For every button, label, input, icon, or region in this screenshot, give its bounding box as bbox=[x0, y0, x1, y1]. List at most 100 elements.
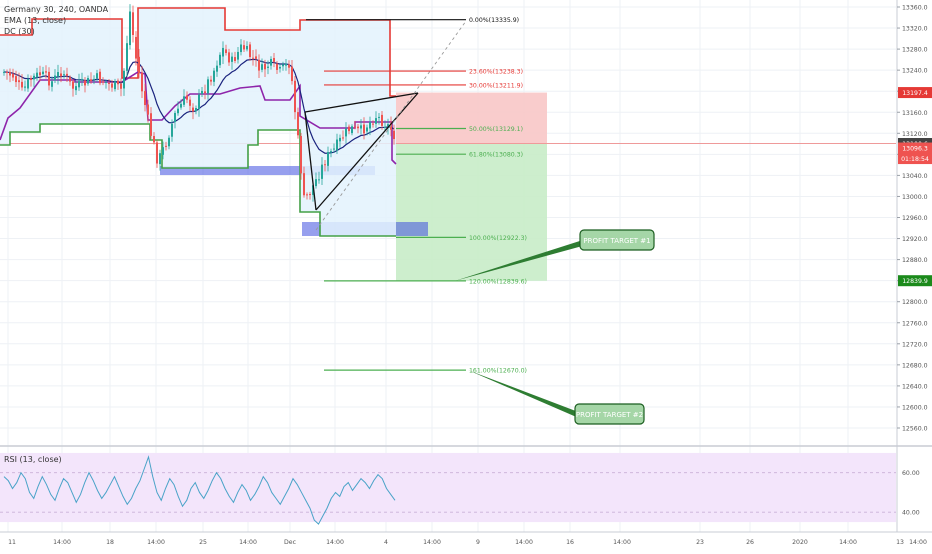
candle-body bbox=[120, 83, 122, 89]
candle-body bbox=[162, 147, 164, 155]
candles-layer bbox=[3, 4, 395, 202]
candle-body bbox=[93, 78, 95, 80]
candle-body bbox=[210, 79, 212, 82]
candle-body bbox=[234, 57, 236, 61]
price-tag-label: 13197.4 bbox=[902, 90, 928, 97]
annotation-box bbox=[579, 229, 655, 251]
candle-body bbox=[57, 72, 59, 77]
candle-body bbox=[60, 73, 62, 77]
candle-body bbox=[165, 145, 167, 147]
candle-body bbox=[255, 56, 257, 59]
price-axis-bg bbox=[897, 0, 932, 550]
annotation-pointer bbox=[455, 239, 586, 281]
drawings-layer bbox=[304, 20, 467, 231]
candle-body bbox=[24, 86, 26, 88]
price-tag bbox=[898, 275, 932, 287]
candle-body bbox=[222, 47, 224, 57]
time-tick-label: 14:00 bbox=[423, 539, 441, 546]
price-tick-label: 12720.0 bbox=[902, 341, 928, 348]
time-tick-label: 16 bbox=[566, 539, 574, 546]
candle-body bbox=[129, 11, 131, 46]
price-tick-label: 12800.0 bbox=[902, 299, 928, 306]
time-tick-label: 18 bbox=[106, 539, 114, 546]
indicator-layer bbox=[0, 7, 397, 237]
candle-body bbox=[387, 124, 389, 128]
zones-layer bbox=[0, 92, 896, 281]
price-tick-label: 12760.0 bbox=[902, 320, 928, 327]
candle-body bbox=[18, 80, 20, 83]
candle-body bbox=[282, 64, 284, 67]
time-tick-label: 14:00 bbox=[515, 539, 533, 546]
candle-body bbox=[378, 116, 380, 118]
stop-loss-zone bbox=[396, 92, 547, 144]
time-tick-label: 14:00 bbox=[147, 539, 165, 546]
candle-body bbox=[213, 70, 215, 82]
candle-body bbox=[372, 123, 374, 125]
price-tag bbox=[898, 153, 932, 165]
rsi-line bbox=[3, 455, 396, 525]
annotations-layer: PROFIT TARGET #1 PROFIT TARGET #2 bbox=[455, 229, 655, 425]
fib-level-label: 61.80%(13080.3) bbox=[469, 152, 523, 159]
annotation-text: PROFIT TARGET #1 bbox=[583, 237, 650, 245]
time-axis-layer: 11 14:00 18 14:00 25 14:00 Dec 14:00 4 14:00 9 14:0… bbox=[0, 531, 932, 546]
fib-level-label: 23.60%(13238.3) bbox=[469, 69, 523, 76]
candle-body bbox=[231, 56, 233, 62]
candle-body bbox=[360, 125, 362, 129]
candle-body bbox=[366, 127, 368, 132]
price-tag bbox=[898, 87, 932, 99]
candle-body bbox=[219, 54, 221, 66]
candle-body bbox=[207, 79, 209, 94]
dc-legend[interactable]: DC (30) bbox=[4, 27, 35, 36]
candle-body bbox=[147, 104, 149, 115]
ema-legend[interactable]: EMA (13, close) bbox=[4, 16, 67, 25]
candle-body bbox=[174, 112, 176, 122]
candle-body bbox=[294, 80, 296, 113]
candle-body bbox=[48, 71, 50, 86]
candle-body bbox=[237, 51, 239, 60]
candle-body bbox=[357, 126, 359, 129]
candle-body bbox=[183, 96, 185, 105]
price-tick-label: 13000.0 bbox=[902, 194, 928, 201]
candle-body bbox=[126, 43, 128, 71]
candle-body bbox=[114, 81, 116, 90]
candle-body bbox=[72, 81, 74, 89]
candle-body bbox=[177, 108, 179, 114]
candle-body bbox=[342, 137, 344, 139]
symbol-title[interactable]: Germany 30, 240, OANDA bbox=[4, 5, 109, 14]
candle-body bbox=[297, 112, 299, 136]
candle-body bbox=[345, 128, 347, 137]
candle-body bbox=[102, 81, 104, 83]
time-tick-label: 13 bbox=[896, 539, 904, 546]
candle-body bbox=[75, 86, 77, 91]
candle-body bbox=[390, 123, 392, 130]
candle-body bbox=[21, 81, 23, 88]
candle-body bbox=[339, 137, 341, 142]
candle-body bbox=[333, 148, 335, 150]
donchian-fill bbox=[0, 8, 396, 236]
candle-body bbox=[363, 124, 365, 134]
rsi-legend[interactable]: RSI (13, close) bbox=[4, 455, 62, 464]
candle-body bbox=[168, 137, 170, 147]
candle-body bbox=[186, 95, 188, 100]
candle-body bbox=[267, 66, 269, 68]
triangle-upper-line bbox=[304, 92, 419, 113]
candle-body bbox=[318, 179, 320, 181]
time-tick-label: 23 bbox=[696, 539, 704, 546]
candle-body bbox=[327, 152, 329, 166]
candle-body bbox=[279, 66, 281, 69]
donchian-lower bbox=[0, 123, 396, 237]
candle-body bbox=[309, 194, 311, 196]
candle-body bbox=[9, 72, 11, 76]
candle-body bbox=[141, 72, 143, 92]
candle-body bbox=[258, 59, 260, 71]
candle-body bbox=[27, 79, 29, 89]
candle-body bbox=[192, 107, 194, 112]
candle-body bbox=[189, 99, 191, 106]
candle-body bbox=[354, 126, 356, 128]
candle-body bbox=[54, 75, 56, 81]
candle-body bbox=[261, 64, 263, 70]
candle-body bbox=[351, 126, 353, 134]
time-tick-label: 14:00 bbox=[326, 539, 344, 546]
candle-body bbox=[90, 79, 92, 81]
candle-body bbox=[198, 94, 200, 109]
